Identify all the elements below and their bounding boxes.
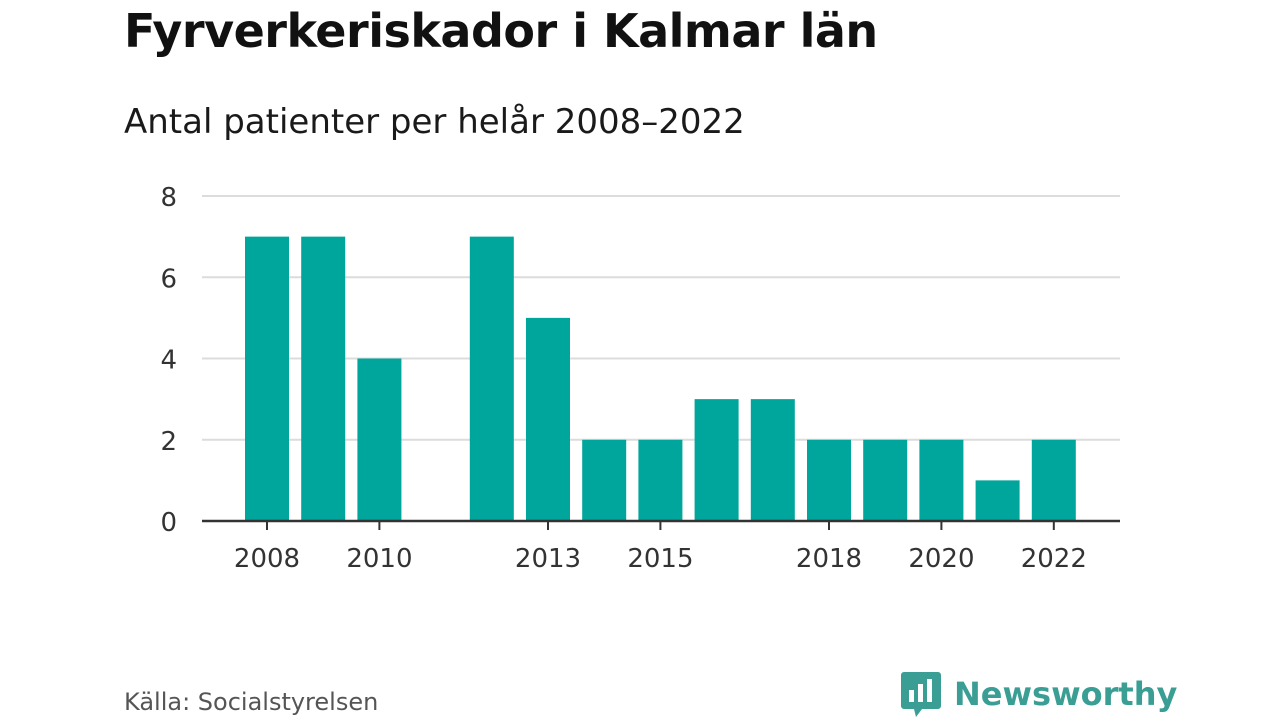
y-tick-label: 6 bbox=[160, 264, 177, 294]
y-tick-label: 8 bbox=[160, 183, 177, 213]
newsworthy-logo-icon bbox=[901, 672, 941, 717]
bar-2015 bbox=[638, 439, 683, 521]
chart-title: Fyrverkeriskador i Kalmar län bbox=[124, 4, 878, 58]
bar-2020 bbox=[919, 439, 964, 521]
y-tick-label: 4 bbox=[160, 346, 177, 376]
y-tick-label: 2 bbox=[160, 427, 177, 457]
x-tick-label: 2010 bbox=[346, 544, 412, 574]
x-tick-label: 2013 bbox=[515, 544, 581, 574]
x-tick-label: 2015 bbox=[627, 544, 693, 574]
bar-2019 bbox=[863, 439, 908, 521]
brand-logo: Newsworthy bbox=[900, 670, 1177, 718]
bar-2014 bbox=[582, 439, 627, 521]
brand-name: Newsworthy bbox=[954, 675, 1178, 713]
bar-2013 bbox=[526, 317, 570, 521]
y-tick-label: 0 bbox=[160, 508, 177, 538]
x-tick-label: 2020 bbox=[908, 544, 974, 574]
bar-2021 bbox=[975, 480, 1020, 521]
x-tick-label: 2022 bbox=[1021, 544, 1087, 574]
bar-2018 bbox=[807, 439, 851, 521]
bar-2010 bbox=[357, 358, 402, 521]
bar-2008 bbox=[245, 236, 289, 521]
bar-2016 bbox=[694, 399, 739, 521]
bar-2022 bbox=[1031, 439, 1076, 521]
chart-subtitle: Antal patienter per helår 2008–2022 bbox=[124, 102, 745, 142]
source-note: Källa: Socialstyrelsen bbox=[124, 688, 379, 716]
bar-2017 bbox=[750, 399, 795, 521]
bar-2012 bbox=[469, 236, 514, 521]
x-tick-label: 2018 bbox=[796, 544, 862, 574]
x-tick-label: 2008 bbox=[234, 544, 300, 574]
bar-2009 bbox=[301, 236, 346, 521]
